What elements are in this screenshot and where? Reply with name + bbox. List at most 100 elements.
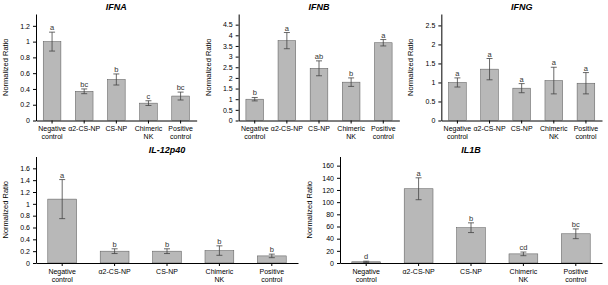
title: IL-12p40 bbox=[149, 145, 186, 155]
annotations: aaaaa bbox=[455, 50, 589, 84]
x-tick-label: CS-NP bbox=[105, 125, 127, 132]
y-tick-mark bbox=[337, 178, 340, 179]
y-tick-label: 3 bbox=[229, 53, 233, 60]
plot-area bbox=[43, 32, 189, 120]
x-tick: Negativecontrol bbox=[444, 121, 472, 141]
annotation: ab bbox=[315, 52, 323, 61]
y-tick-label: 4 bbox=[229, 32, 233, 39]
x-axis: Negativecontrolα2-CS-NPCS-NPChimericNKPo… bbox=[442, 121, 603, 141]
y-tick-mark bbox=[438, 101, 441, 102]
x-tick-label: Positivecontrol bbox=[371, 125, 396, 140]
x-tick-label: CS-NP bbox=[308, 125, 330, 132]
error-bar bbox=[59, 180, 65, 219]
x-tick-mark bbox=[489, 121, 490, 124]
x-tick-mark bbox=[585, 121, 586, 124]
y-tick-label: 2 bbox=[229, 75, 233, 82]
title: IFNB bbox=[309, 2, 330, 12]
annotation: a bbox=[584, 64, 589, 73]
y-tick-mark bbox=[337, 263, 340, 264]
y-axis-line bbox=[340, 157, 341, 264]
y-tick-mark bbox=[337, 226, 340, 227]
annotation: b bbox=[165, 240, 169, 249]
bar bbox=[107, 79, 125, 120]
y-tick-mark bbox=[236, 57, 239, 58]
y-tick: 20 bbox=[326, 248, 340, 255]
x-tick-mark bbox=[471, 263, 472, 266]
error-bar bbox=[316, 61, 322, 76]
x-tick: CS-NP bbox=[156, 263, 178, 275]
x-tick-mark bbox=[62, 263, 63, 266]
annotations: abbbb bbox=[60, 171, 274, 255]
x-tick: α2-CS-NP bbox=[474, 121, 506, 133]
y-tick: 1 bbox=[26, 38, 36, 45]
x-tick-label: ChimericNK bbox=[510, 268, 538, 283]
x-tick-label: Positivecontrol bbox=[564, 268, 589, 283]
y-tick-mark bbox=[337, 190, 340, 191]
y-tick-label: 100 bbox=[322, 199, 334, 206]
y-axis-title: Normalized Ratio bbox=[406, 38, 415, 96]
y-tick: 0.2 bbox=[20, 101, 36, 108]
annotation: a bbox=[60, 171, 65, 180]
y-tick-mark bbox=[33, 251, 36, 252]
y-tick-label: 0 bbox=[26, 117, 30, 124]
error-bar bbox=[216, 246, 222, 255]
x-axis: Negativecontrolα2-CS-NPCS-NPChimericNKPo… bbox=[341, 263, 603, 283]
x-tick-mark bbox=[84, 121, 85, 124]
annotation: a bbox=[50, 23, 55, 32]
y-axis-title: Normalized Ratio bbox=[204, 38, 213, 96]
x-tick-label: Negativecontrol bbox=[48, 268, 76, 283]
error-bar bbox=[81, 89, 87, 94]
y-tick: 1.2 bbox=[20, 189, 36, 196]
x-tick: Negativecontrol bbox=[38, 121, 66, 141]
y-tick: 0 bbox=[431, 117, 441, 124]
y-tick-mark bbox=[438, 82, 441, 83]
x-tick-mark bbox=[366, 263, 367, 266]
bar bbox=[75, 91, 93, 120]
bar bbox=[278, 41, 296, 121]
annotation: d bbox=[364, 252, 368, 261]
x-tick-mark bbox=[319, 121, 320, 124]
y-axis: 00.511.522.5 bbox=[426, 15, 442, 125]
y-tick-mark bbox=[236, 121, 239, 122]
y-tick-label: 1.6 bbox=[20, 165, 30, 172]
bar bbox=[342, 82, 360, 120]
x-axis: Negativecontrolα2-CS-NPCS-NPChimericNKPo… bbox=[37, 121, 198, 141]
y-tick-label: 0 bbox=[229, 117, 233, 124]
y-tick: 3.5 bbox=[223, 43, 239, 50]
y-tick: 4.5 bbox=[223, 21, 239, 28]
y-tick: 100 bbox=[322, 199, 340, 206]
y-axis-title: Normalized Ratio bbox=[1, 38, 10, 96]
y-tick-label: 1 bbox=[26, 38, 30, 45]
y-axis-line bbox=[239, 15, 240, 122]
error-bar bbox=[112, 249, 118, 254]
x-tick-label: Positivecontrol bbox=[168, 125, 193, 140]
y-tick-label: 0.6 bbox=[20, 224, 30, 231]
x-tick: ChimericNK bbox=[510, 263, 538, 283]
y-tick: 0 bbox=[229, 117, 239, 124]
error-bar bbox=[363, 261, 369, 262]
y-tick-mark bbox=[438, 25, 441, 26]
error-bar bbox=[269, 254, 275, 258]
y-tick: 120 bbox=[322, 187, 340, 194]
x-tick: Negativecontrol bbox=[241, 121, 269, 141]
error-bar bbox=[178, 92, 184, 100]
annotations: dabcdbc bbox=[364, 169, 580, 261]
x-axis: Negativecontrolα2-CS-NPCS-NPChimericNKPo… bbox=[37, 263, 299, 283]
y-tick-mark bbox=[33, 204, 36, 205]
y-tick: 0.2 bbox=[20, 248, 36, 255]
y-tick: 1 bbox=[26, 201, 36, 208]
x-tick-mark bbox=[457, 121, 458, 124]
x-tick-label: CS-NP bbox=[511, 125, 533, 132]
error-bar bbox=[551, 67, 557, 94]
x-tick-label: Negativecontrol bbox=[444, 125, 472, 140]
x-tick: α2-CS-NP bbox=[68, 121, 100, 133]
y-tick-label: 0.8 bbox=[20, 212, 30, 219]
y-tick-label: 0.2 bbox=[20, 248, 30, 255]
error-bar bbox=[487, 59, 493, 80]
x-tick-mark bbox=[148, 121, 149, 124]
y-tick: 2 bbox=[431, 41, 441, 48]
y-axis: 00.20.40.60.811.2 bbox=[20, 15, 36, 125]
x-tick-label: α2-CS-NP bbox=[99, 268, 131, 275]
x-tick: CS-NP bbox=[105, 121, 127, 133]
y-tick: 4 bbox=[229, 32, 239, 39]
